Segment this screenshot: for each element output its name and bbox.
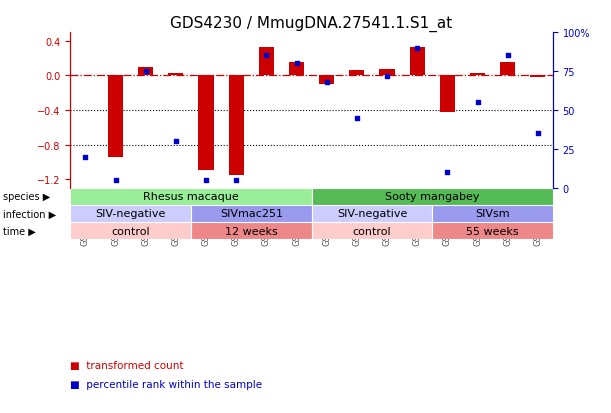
Point xyxy=(473,100,483,106)
Bar xyxy=(168,74,183,76)
Bar xyxy=(108,76,123,158)
Text: control: control xyxy=(111,226,150,236)
Text: 55 weeks: 55 weeks xyxy=(466,226,519,236)
Point xyxy=(262,53,271,59)
Point xyxy=(141,69,150,75)
Title: GDS4230 / MmugDNA.27541.1.S1_at: GDS4230 / MmugDNA.27541.1.S1_at xyxy=(170,16,453,32)
Bar xyxy=(191,205,312,223)
Bar xyxy=(349,71,364,76)
Text: 12 weeks: 12 weeks xyxy=(225,226,277,236)
Bar xyxy=(379,70,395,76)
Point xyxy=(352,115,362,122)
Bar xyxy=(259,48,274,76)
Text: Sooty mangabey: Sooty mangabey xyxy=(385,192,480,202)
Text: species ▶: species ▶ xyxy=(3,192,50,202)
Bar xyxy=(433,205,553,223)
Text: ■  transformed count: ■ transformed count xyxy=(70,361,184,370)
Point xyxy=(382,73,392,80)
Bar xyxy=(433,223,553,240)
Bar xyxy=(440,76,455,112)
Point xyxy=(533,131,543,137)
Text: time ▶: time ▶ xyxy=(3,226,36,236)
Text: SIV-negative: SIV-negative xyxy=(95,209,166,219)
Text: SIVmac251: SIVmac251 xyxy=(220,209,283,219)
Text: ■  percentile rank within the sample: ■ percentile rank within the sample xyxy=(70,379,262,389)
Point xyxy=(171,138,181,145)
Bar xyxy=(312,223,433,240)
Bar xyxy=(530,76,546,78)
Text: infection ▶: infection ▶ xyxy=(3,209,56,219)
Bar xyxy=(138,68,153,76)
Text: SIV-negative: SIV-negative xyxy=(337,209,407,219)
Point xyxy=(81,154,90,161)
Bar xyxy=(470,74,485,76)
Bar xyxy=(229,76,244,176)
Point xyxy=(232,177,241,184)
Bar xyxy=(312,188,553,205)
Point xyxy=(503,53,513,59)
Bar xyxy=(500,63,515,76)
Point xyxy=(291,61,301,67)
Bar xyxy=(319,76,334,85)
Point xyxy=(111,177,120,184)
Point xyxy=(412,45,422,52)
Bar xyxy=(70,223,191,240)
Text: control: control xyxy=(353,226,391,236)
Bar xyxy=(70,188,312,205)
Point xyxy=(442,169,452,176)
Bar xyxy=(409,48,425,76)
Point xyxy=(322,79,332,86)
Bar xyxy=(191,223,312,240)
Text: Rhesus macaque: Rhesus macaque xyxy=(143,192,239,202)
Bar xyxy=(199,76,214,171)
Bar xyxy=(70,205,191,223)
Bar xyxy=(289,63,304,76)
Bar xyxy=(312,205,433,223)
Point xyxy=(201,177,211,184)
Text: SIVsm: SIVsm xyxy=(475,209,510,219)
